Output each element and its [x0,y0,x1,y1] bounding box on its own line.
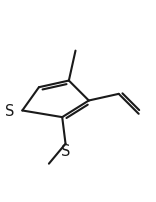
Text: S: S [61,143,70,158]
Text: S: S [5,103,15,118]
